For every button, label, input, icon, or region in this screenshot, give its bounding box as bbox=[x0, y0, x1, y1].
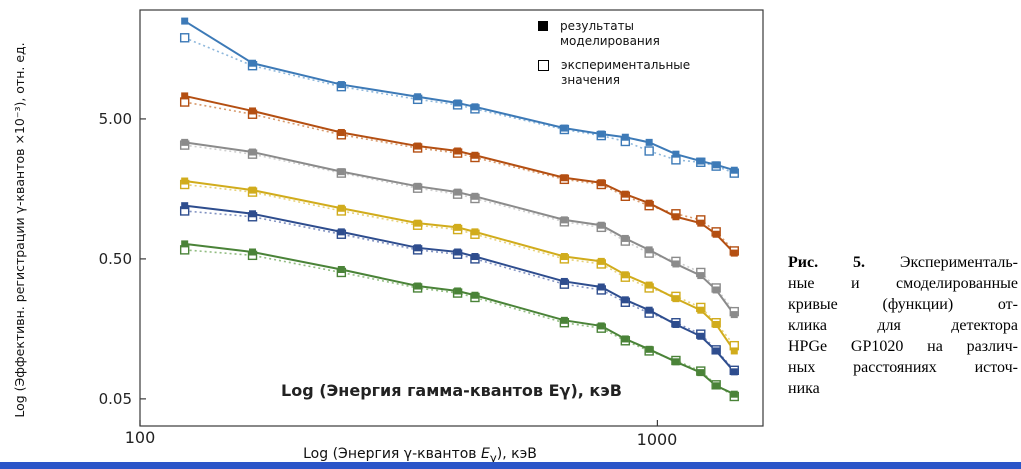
caption-line: Рис. 5. Эксперименталь- bbox=[788, 252, 1018, 273]
window-bottom-edge bbox=[0, 462, 1021, 469]
filled-square-icon bbox=[538, 21, 548, 31]
figure-caption: Рис. 5. Эксперименталь- ные и смоделиров… bbox=[788, 252, 1018, 399]
legend: результаты моделирования экспериментальн… bbox=[538, 19, 743, 97]
caption-figure-label: Рис. 5. bbox=[788, 254, 865, 271]
x-axis-label-prefix: Log (Энергия γ-квантов bbox=[303, 446, 481, 462]
caption-line: ника bbox=[788, 380, 820, 397]
legend-experimental-label: экспериментальные значения bbox=[561, 58, 691, 87]
caption-line: ные и смоделированные bbox=[788, 275, 1018, 292]
y-tick-5: 5.00 bbox=[98, 110, 132, 128]
legend-model-label: результаты моделирования bbox=[560, 19, 660, 48]
y-tick-0_05: 0.05 bbox=[98, 390, 132, 408]
inner-x-axis-label: Log (Энергия гамма-квантов Eγ), кэВ bbox=[281, 381, 622, 400]
x-tick-1000: 1000 bbox=[636, 430, 678, 449]
caption-line: ных расстояниях источ- bbox=[788, 359, 1018, 376]
x-axis-label: Log (Энергия γ-квантов Eγ), кэВ bbox=[160, 446, 680, 465]
caption-text: Эксперименталь- bbox=[899, 254, 1018, 271]
caption-line: кривые (функции) от- bbox=[788, 296, 1018, 313]
x-axis-label-var: E bbox=[481, 446, 490, 462]
legend-item-experimental: экспериментальные значения bbox=[538, 58, 743, 88]
caption-line: клика для детектора bbox=[788, 317, 1018, 334]
y-tick-0_5: 0.50 bbox=[98, 250, 132, 268]
caption-line: HPGe GP1020 на различ- bbox=[788, 338, 1018, 355]
y-axis-label: Log (Эффективн. регистрации γ-квантов ×1… bbox=[12, 42, 27, 418]
x-tick-100: 100 bbox=[124, 428, 156, 447]
open-square-icon bbox=[538, 60, 549, 71]
x-axis-label-sub: γ bbox=[489, 450, 497, 465]
legend-item-model: результаты моделирования bbox=[538, 19, 743, 49]
x-axis-label-suffix: ), кэВ bbox=[496, 446, 537, 462]
